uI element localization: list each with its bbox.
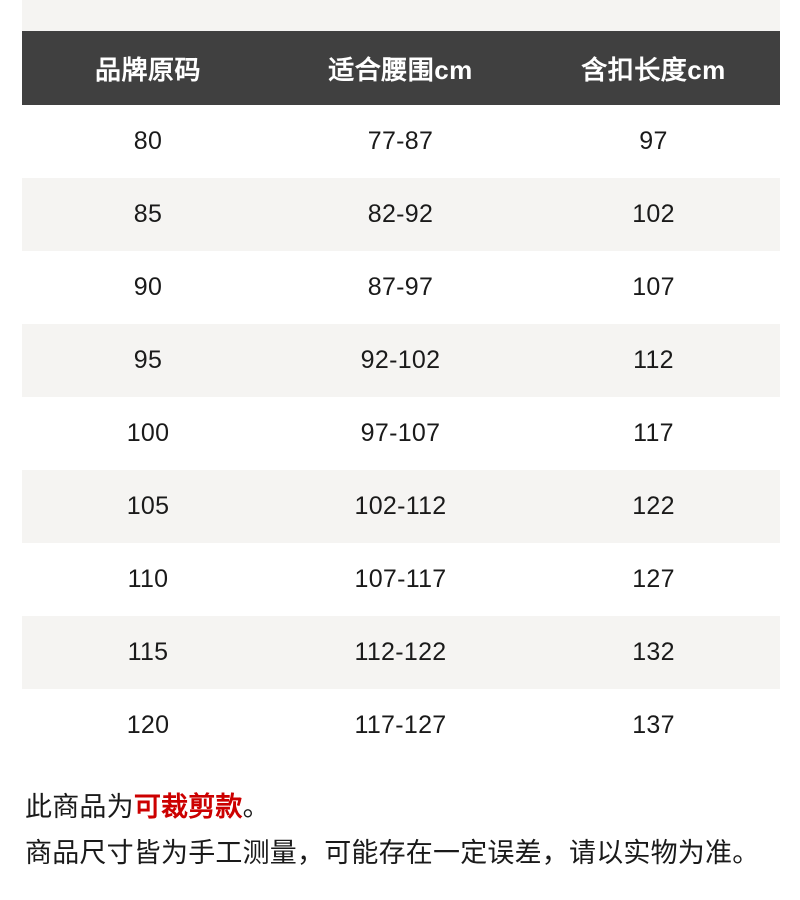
cell-brand-size: 105 xyxy=(126,492,170,520)
column-header-total-length: 含扣长度cm xyxy=(581,54,726,85)
top-stripe-band xyxy=(22,0,780,31)
cell-total-length: 97 xyxy=(639,127,668,155)
header-row: 品牌原码 适合腰围cm 含扣长度cm xyxy=(22,31,780,105)
note-suffix-text: 。 xyxy=(242,792,270,822)
table-row: 115 112-122 132 xyxy=(22,616,780,689)
table-row: 120 117-127 137 xyxy=(22,689,780,762)
table-header: 品牌原码 适合腰围cm 含扣长度cm xyxy=(22,31,780,105)
table-row: 85 82-92 102 xyxy=(22,178,780,251)
table-row: 110 107-117 127 xyxy=(22,543,780,616)
cell-waist-range: 107-117 xyxy=(354,565,447,593)
note-prefix-text: 此商品为 xyxy=(25,792,134,822)
cell-waist-range: 112-122 xyxy=(354,638,447,666)
table-row: 80 77-87 97 xyxy=(22,105,780,178)
cell-total-length: 102 xyxy=(632,200,675,228)
note-line-measurement-disclaimer: 商品尺寸皆为手工测量，可能存在一定误差，请以实物为准。 xyxy=(25,838,760,868)
cell-total-length: 117 xyxy=(633,419,674,447)
cell-brand-size: 90 xyxy=(133,273,163,301)
cell-total-length: 132 xyxy=(632,638,675,666)
note-line-cuttable: 此商品为可裁剪款。 xyxy=(25,784,775,830)
table-row: 100 97-107 117 xyxy=(22,397,780,470)
cell-waist-range: 92-102 xyxy=(360,346,441,374)
cell-brand-size: 95 xyxy=(133,346,163,374)
cell-total-length: 112 xyxy=(633,346,674,374)
size-chart-table: 品牌原码 适合腰围cm 含扣长度cm 80 77-87 97 85 82-92 … xyxy=(22,31,780,762)
table-row: 105 102-112 122 xyxy=(22,470,780,543)
cell-total-length: 127 xyxy=(632,565,675,593)
footer-notes: 此商品为可裁剪款。 商品尺寸皆为手工测量，可能存在一定误差，请以实物为准。 xyxy=(25,784,775,876)
cell-waist-range: 87-97 xyxy=(367,273,434,301)
cell-waist-range: 77-87 xyxy=(367,127,434,155)
table-body: 80 77-87 97 85 82-92 102 90 87-97 107 95… xyxy=(22,105,780,762)
cell-brand-size: 120 xyxy=(126,711,170,739)
cell-brand-size: 115 xyxy=(127,638,169,666)
cell-waist-range: 97-107 xyxy=(360,419,441,447)
cell-waist-range: 82-92 xyxy=(367,200,434,228)
cell-total-length: 137 xyxy=(632,711,675,739)
cell-waist-range: 102-112 xyxy=(354,492,447,520)
cell-brand-size: 80 xyxy=(133,127,163,155)
cell-brand-size: 100 xyxy=(126,419,170,447)
cell-total-length: 122 xyxy=(632,492,675,520)
table-row: 95 92-102 112 xyxy=(22,324,780,397)
column-header-waist-range: 适合腰围cm xyxy=(328,54,473,85)
table-row: 90 87-97 107 xyxy=(22,251,780,324)
cell-total-length: 107 xyxy=(632,273,675,301)
cell-brand-size: 110 xyxy=(127,565,169,593)
cell-brand-size: 85 xyxy=(133,200,163,228)
note-emphasis-cuttable: 可裁剪款 xyxy=(133,792,243,822)
column-header-brand-size: 品牌原码 xyxy=(94,54,201,85)
cell-waist-range: 117-127 xyxy=(354,711,447,739)
